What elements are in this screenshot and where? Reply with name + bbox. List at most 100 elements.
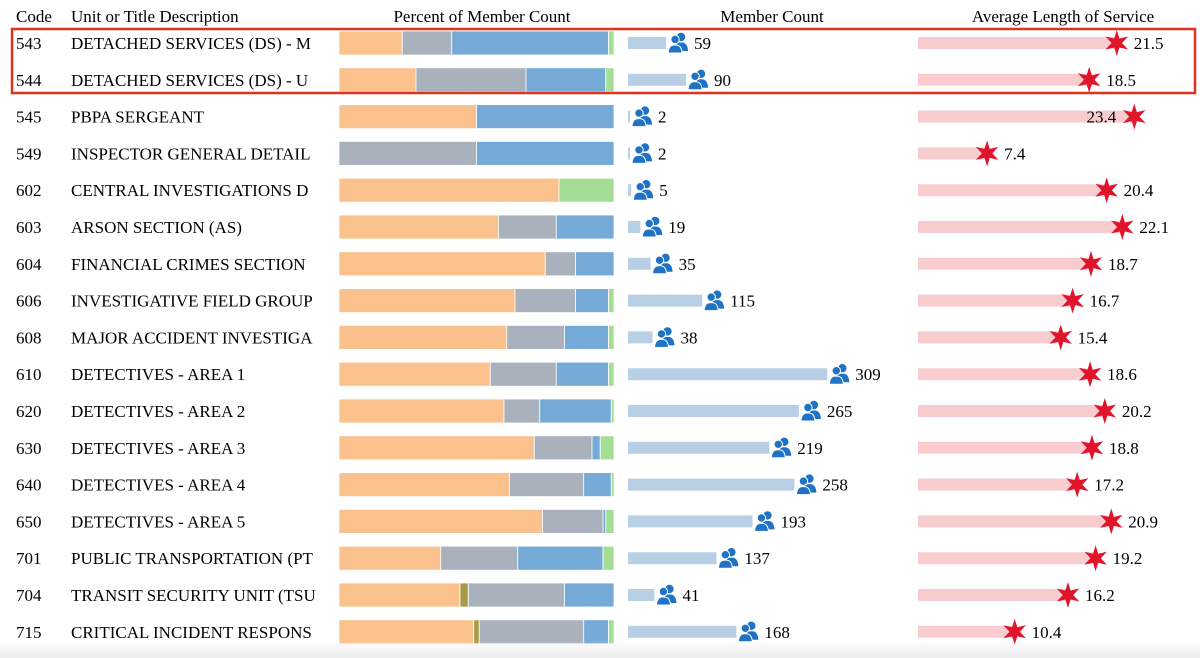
percent-segment-gray[interactable]: [503, 398, 541, 424]
percent-segment-gray[interactable]: [542, 508, 604, 534]
percent-segment-blue[interactable]: [583, 472, 612, 498]
table-row[interactable]: 610 DETECTIVES - AREA 1 309 18.6: [16, 361, 1137, 388]
member-count-bar[interactable]: [628, 552, 717, 565]
percent-segment-gray[interactable]: [338, 140, 477, 166]
percent-segment-gray[interactable]: [489, 361, 557, 387]
percent-segment-orange[interactable]: [338, 545, 442, 571]
table-row[interactable]: 602 CENTRAL INVESTIGATIONS D 5 20.4: [16, 177, 1154, 204]
percent-segment-orange[interactable]: [338, 30, 403, 56]
member-count-bar[interactable]: [628, 37, 667, 49]
header-member-count[interactable]: Member Count: [720, 7, 824, 26]
table-row[interactable]: 604 FINANCIAL CRIMES SECTION 35 18.7: [16, 250, 1138, 277]
member-count-bar[interactable]: [628, 625, 737, 638]
percent-segment-gray[interactable]: [440, 545, 519, 571]
header-description[interactable]: Unit or Title Description: [71, 7, 239, 26]
member-count-bar[interactable]: [628, 441, 770, 454]
percent-segment-blue[interactable]: [476, 104, 615, 129]
percent-segment-green[interactable]: [605, 508, 615, 534]
table-row[interactable]: 715 CRITICAL INCIDENT RESPONS 168 10.4: [16, 618, 1062, 645]
percent-segment-orange[interactable]: [338, 214, 499, 240]
header-code[interactable]: Code: [16, 7, 52, 26]
avg-service-bar[interactable]: [918, 73, 1089, 86]
member-count-bar[interactable]: [628, 73, 687, 86]
percent-segment-gray[interactable]: [467, 582, 565, 608]
percent-segment-green[interactable]: [608, 288, 615, 314]
table-row[interactable]: 701 PUBLIC TRANSPORTATION (PT 137 19.2: [16, 545, 1142, 572]
percent-segment-orange[interactable]: [338, 104, 477, 129]
avg-service-bar[interactable]: [918, 515, 1111, 528]
percent-segment-orange[interactable]: [338, 251, 546, 277]
avg-service-bar[interactable]: [918, 37, 1116, 49]
percent-segment-gray[interactable]: [415, 67, 527, 93]
member-count-bar[interactable]: [628, 184, 632, 197]
avg-service-bar[interactable]: [918, 331, 1060, 344]
avg-service-bar[interactable]: [918, 294, 1072, 307]
percent-segment-orange[interactable]: [338, 398, 505, 424]
percent-segment-blue[interactable]: [476, 140, 615, 166]
percent-segment-orange[interactable]: [338, 288, 516, 314]
percent-segment-green[interactable]: [608, 30, 615, 56]
member-count-bar[interactable]: [628, 405, 799, 417]
member-count-bar[interactable]: [628, 294, 703, 307]
percent-segment-blue[interactable]: [564, 324, 609, 350]
table-row[interactable]: 603 ARSON SECTION (AS) 19 22.1: [16, 214, 1169, 240]
percent-segment-blue[interactable]: [564, 582, 615, 608]
member-count-bar[interactable]: [628, 368, 828, 381]
table-row[interactable]: 606 INVESTIGATIVE FIELD GROUP 115 16.7: [16, 287, 1120, 314]
table-row[interactable]: 704 TRANSIT SECURITY UNIT (TSU 41 16.2: [16, 582, 1115, 608]
avg-service-bar[interactable]: [918, 184, 1106, 197]
avg-service-bar[interactable]: [918, 625, 1014, 638]
percent-segment-orange[interactable]: [338, 508, 543, 534]
percent-segment-orange[interactable]: [338, 177, 560, 203]
table-row[interactable]: 640 DETECTIVES - AREA 4 258 17.2: [16, 471, 1124, 498]
avg-service-bar[interactable]: [918, 478, 1077, 491]
table-row[interactable]: 650 DETECTIVES - AREA 5 193 20.9: [16, 508, 1158, 535]
percent-segment-orange[interactable]: [338, 361, 491, 387]
percent-segment-orange[interactable]: [338, 324, 508, 350]
member-count-bar[interactable]: [628, 221, 641, 233]
header-percent[interactable]: Percent of Member Count: [393, 7, 570, 26]
avg-service-bar[interactable]: [918, 405, 1104, 417]
percent-segment-gray[interactable]: [509, 472, 585, 498]
percent-segment-gray[interactable]: [478, 619, 585, 645]
percent-segment-blue[interactable]: [575, 251, 615, 277]
percent-segment-orange[interactable]: [338, 472, 510, 498]
table-row[interactable]: 620 DETECTIVES - AREA 2 265 20.2: [16, 398, 1152, 424]
avg-service-bar[interactable]: [918, 147, 987, 160]
percent-segment-blue[interactable]: [451, 30, 609, 56]
percent-segment-blue[interactable]: [591, 435, 601, 461]
percent-segment-green[interactable]: [558, 177, 615, 203]
table-row[interactable]: 544 DETACHED SERVICES (DS) - U 90 18.5: [16, 66, 1136, 93]
percent-segment-green[interactable]: [610, 472, 615, 498]
avg-service-bar[interactable]: [918, 221, 1122, 233]
member-count-bar[interactable]: [628, 147, 630, 160]
percent-segment-orange[interactable]: [338, 619, 475, 645]
percent-segment-orange[interactable]: [338, 67, 417, 93]
percent-segment-gray[interactable]: [514, 288, 576, 314]
avg-service-bar[interactable]: [918, 110, 1134, 123]
percent-segment-olive[interactable]: [459, 582, 469, 608]
member-count-bar[interactable]: [628, 589, 655, 601]
avg-service-bar[interactable]: [918, 257, 1090, 270]
percent-segment-blue[interactable]: [583, 619, 609, 645]
member-count-bar[interactable]: [628, 257, 651, 270]
percent-segment-green[interactable]: [602, 545, 615, 571]
table-row[interactable]: 545 PBPA SERGEANT 2 23.4: [16, 103, 1146, 130]
table-row[interactable]: 630 DETECTIVES - AREA 3 219 18.8: [16, 434, 1139, 461]
percent-segment-orange[interactable]: [338, 435, 535, 461]
percent-segment-blue[interactable]: [555, 214, 615, 240]
table-row[interactable]: 549 INSPECTOR GENERAL DETAIL 2 7.4: [16, 140, 1026, 167]
percent-segment-blue[interactable]: [539, 398, 612, 424]
table-row[interactable]: 543 DETACHED SERVICES (DS) - M 59 21.5: [16, 30, 1164, 56]
percent-segment-green[interactable]: [608, 324, 615, 350]
header-avg-service[interactable]: Average Length of Service: [972, 7, 1154, 26]
percent-segment-green[interactable]: [599, 435, 615, 461]
percent-segment-gray[interactable]: [498, 214, 557, 240]
percent-segment-gray[interactable]: [544, 251, 576, 277]
avg-service-bar[interactable]: [918, 552, 1095, 565]
avg-service-bar[interactable]: [918, 589, 1067, 601]
percent-segment-green[interactable]: [610, 398, 615, 424]
percent-segment-green[interactable]: [608, 361, 615, 387]
avg-service-bar[interactable]: [918, 441, 1091, 454]
member-count-bar[interactable]: [628, 478, 795, 491]
